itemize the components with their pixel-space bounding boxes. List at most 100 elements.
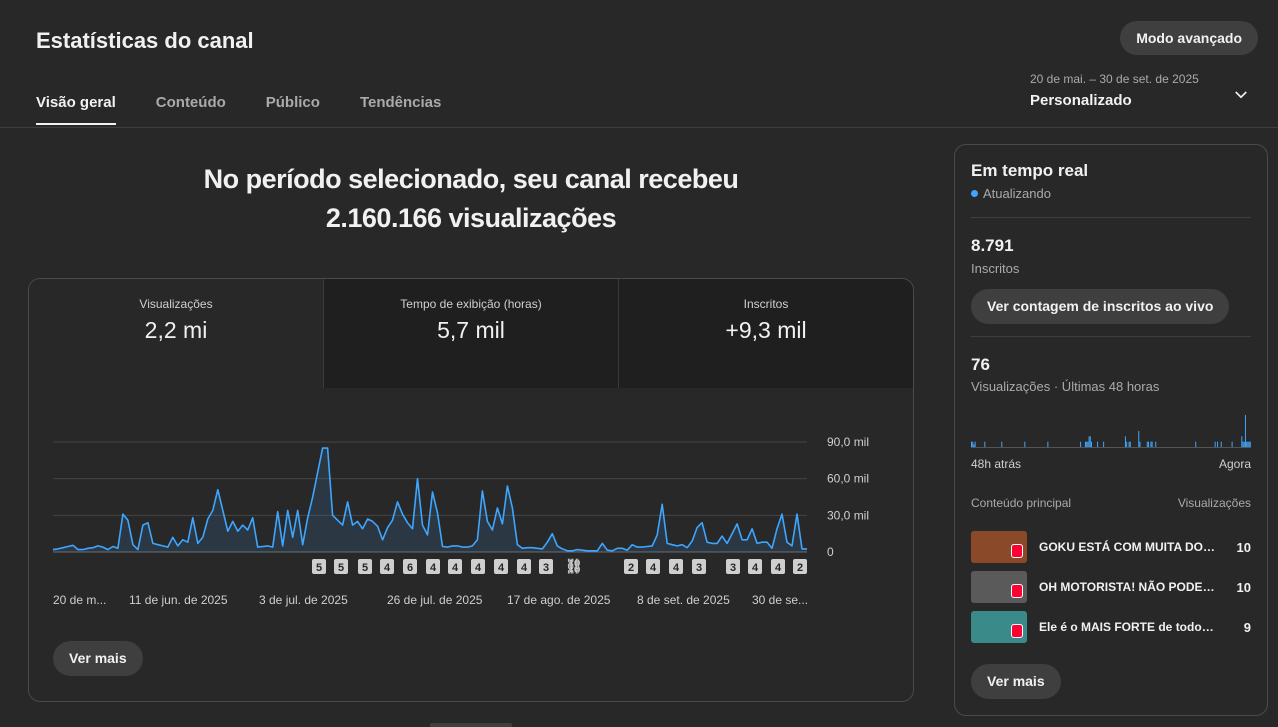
date-range-selector[interactable]: 20 de mai. – 30 de set. de 2025 Personal… <box>1030 72 1254 116</box>
realtime-status: Atualizando <box>971 186 1051 201</box>
status-dot-icon <box>971 190 978 197</box>
date-range-label: Personalizado <box>1030 92 1132 109</box>
upload-marker <box>448 559 462 574</box>
video-views: 10 <box>1236 539 1251 555</box>
shorts-icon <box>1011 584 1023 598</box>
mini-bar <box>1087 441 1089 447</box>
series-line <box>52 447 807 552</box>
upload-marker <box>517 559 531 574</box>
upload-marker <box>403 559 417 574</box>
mini-bar <box>1103 441 1105 447</box>
mini-bar <box>1086 441 1088 447</box>
metric-tabs: Visualizações 2,2 mi Tempo de exibição (… <box>29 279 913 388</box>
mini-bar <box>1024 441 1026 447</box>
metric-views[interactable]: Visualizações 2,2 mi <box>29 279 323 388</box>
upload-marker <box>334 559 348 574</box>
upload-marker <box>771 559 785 574</box>
y-tick-label: 90,0 mil <box>827 435 869 449</box>
series-area <box>53 448 807 552</box>
x-tick-label: 11 de jun. de 2025 <box>129 593 228 607</box>
views-chart[interactable]: 90,0 mil 60,0 mil 30,0 mil 0 5 5 5 4 6 4 4 4 4 4 3 ⛓ 2 4 4… <box>29 388 914 628</box>
mini-bar <box>971 441 972 447</box>
realtime-see-more-button[interactable]: Ver mais <box>971 664 1061 699</box>
mini-bar <box>1248 441 1250 447</box>
tab-content[interactable]: Conteúdo <box>155 94 226 111</box>
mini-bar <box>973 444 975 447</box>
video-title: OH MOTORISTA! NÃO PODE FA... <box>1039 580 1217 594</box>
upload-marker-count: 4 <box>775 562 782 574</box>
divider <box>971 217 1251 218</box>
realtime-title: Em tempo real <box>971 161 1089 180</box>
scroll-hint <box>430 723 512 727</box>
upload-marker <box>471 559 485 574</box>
realtime-subscribers: 8.791 <box>971 236 1014 255</box>
shorts-icon <box>1011 544 1023 558</box>
see-more-button[interactable]: Ver mais <box>53 641 143 676</box>
mini-bar <box>1126 441 1128 447</box>
shorts-icon <box>1011 624 1023 638</box>
tabs: Visão geral Conteúdo Público Tendências <box>36 94 441 125</box>
mini-bar <box>1047 441 1049 447</box>
video-thumbnail <box>971 571 1027 603</box>
mini-bar <box>1241 436 1243 447</box>
header: Estatísticas do canal Modo avançado Visã… <box>0 0 1278 128</box>
x-tick-label: 26 de jul. de 2025 <box>387 593 483 607</box>
upload-marker-count: 4 <box>752 562 759 574</box>
upload-marker <box>793 559 807 574</box>
metric-watch-time[interactable]: Tempo de exibição (horas) 5,7 mil <box>323 279 618 388</box>
upload-marker <box>726 559 740 574</box>
upload-marker <box>380 559 394 574</box>
upload-marker <box>426 559 440 574</box>
upload-marker-count: 2 <box>628 562 634 574</box>
upload-marker <box>646 559 660 574</box>
mini-chart-end-label: Agora <box>1218 457 1251 471</box>
upload-marker-count: 4 <box>452 562 459 574</box>
mini-bar <box>1242 441 1244 447</box>
mini-bar <box>1128 441 1130 447</box>
metric-value: +9,3 mil <box>725 317 807 343</box>
realtime-status-label: Atualizando <box>983 186 1051 201</box>
realtime-views-chart[interactable] <box>971 407 1251 449</box>
realtime-views: 76 <box>971 355 990 374</box>
advanced-mode-button[interactable]: Modo avançado <box>1120 21 1258 55</box>
live-subscriber-count-button[interactable]: Ver contagem de inscritos ao vivo <box>971 289 1230 324</box>
mini-bar <box>1138 431 1140 447</box>
upload-marker-count: 5 <box>362 562 368 574</box>
mini-bar <box>1151 441 1153 447</box>
mini-bar <box>1124 436 1126 447</box>
mini-bar <box>1139 441 1141 447</box>
mini-bar <box>1220 441 1222 447</box>
tab-overview[interactable]: Visão geral <box>36 94 116 125</box>
top-content-item[interactable]: GOKU ESTÁ COM MUITA DOR!... 10 <box>971 531 1251 563</box>
upload-marker <box>312 559 326 574</box>
upload-marker-count: 6 <box>407 562 413 574</box>
mini-bar <box>1146 441 1148 447</box>
upload-marker-count: 5 <box>338 562 344 574</box>
upload-marker <box>692 559 706 574</box>
tab-audience[interactable]: Público <box>265 94 320 111</box>
chevron-down-icon <box>1235 91 1247 99</box>
mini-bar <box>1088 436 1090 447</box>
mini-bar <box>1246 441 1248 447</box>
mini-bar <box>1084 441 1086 447</box>
upload-marker-count: 3 <box>730 562 736 574</box>
top-content-item[interactable]: Ele é o MAIS FORTE de todos!... 9 <box>971 611 1251 643</box>
x-tick-label: 20 de m... <box>53 593 106 607</box>
mini-bar <box>1150 441 1152 447</box>
upload-marker-count: 4 <box>650 562 657 574</box>
metric-subscribers[interactable]: Inscritos +9,3 mil <box>618 279 913 388</box>
upload-marker <box>669 559 683 574</box>
y-tick-label: 60,0 mil <box>827 472 869 486</box>
summary-line-2: 2.160.166 visualizações <box>325 203 617 233</box>
upload-marker <box>494 559 508 574</box>
realtime-subscribers-label: Inscritos <box>971 261 1020 276</box>
upload-marker-count: 4 <box>521 562 528 574</box>
top-content-item[interactable]: OH MOTORISTA! NÃO PODE FA... 10 <box>971 571 1251 603</box>
upload-marker-count: 4 <box>384 562 391 574</box>
date-range-dates: 20 de mai. – 30 de set. de 2025 <box>1030 72 1199 86</box>
upload-marker-count: 5 <box>316 562 322 574</box>
x-tick-label: 3 de jul. de 2025 <box>259 593 348 607</box>
video-views: 10 <box>1236 579 1251 595</box>
page-title: Estatísticas do canal <box>36 28 254 53</box>
tab-trends[interactable]: Tendências <box>359 94 442 111</box>
